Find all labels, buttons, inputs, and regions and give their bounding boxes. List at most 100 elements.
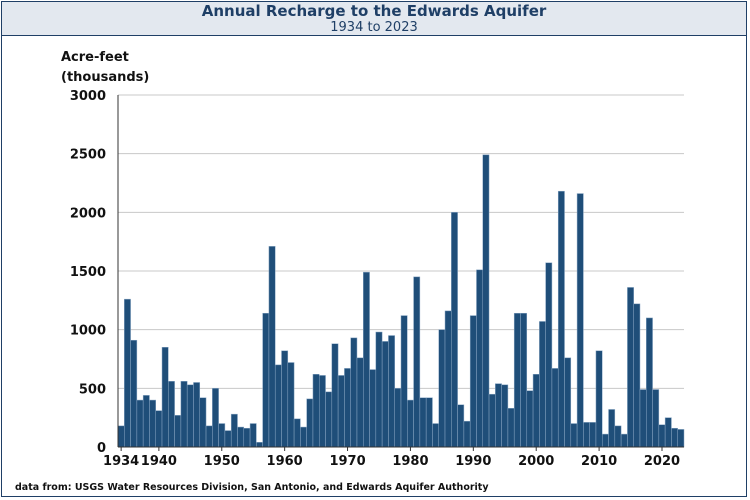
bar bbox=[312, 374, 320, 448]
x-tick-label: 2020 bbox=[644, 454, 680, 469]
x-tick-label: 1980 bbox=[392, 454, 428, 469]
bar bbox=[369, 369, 377, 448]
bar bbox=[325, 391, 333, 448]
y-tick-label: 1000 bbox=[70, 324, 106, 339]
y-axis-label-line1: Acre-feet bbox=[61, 50, 129, 65]
bar bbox=[161, 347, 169, 448]
bar bbox=[551, 368, 559, 448]
bar bbox=[633, 303, 641, 448]
bar bbox=[381, 341, 389, 448]
bar bbox=[457, 404, 465, 448]
y-axis-label: Acre-feet (thousands) bbox=[61, 48, 149, 88]
y-tick-label: 0 bbox=[97, 441, 106, 456]
bar bbox=[564, 357, 572, 448]
bar bbox=[149, 399, 156, 448]
bar bbox=[438, 329, 446, 448]
bar bbox=[205, 425, 213, 448]
bar bbox=[230, 413, 238, 448]
bar bbox=[658, 424, 666, 448]
bar bbox=[664, 417, 672, 448]
bar bbox=[432, 423, 439, 448]
bar bbox=[318, 375, 326, 448]
bar bbox=[268, 246, 276, 448]
bar bbox=[249, 423, 257, 448]
x-tick-label: 1940 bbox=[141, 454, 177, 469]
bar bbox=[388, 335, 395, 448]
bar bbox=[218, 423, 226, 448]
chart-subtitle: 1934 to 2023 bbox=[330, 20, 418, 35]
bar bbox=[262, 312, 270, 448]
bar bbox=[425, 397, 433, 448]
x-tick-label: 1970 bbox=[329, 454, 365, 469]
bar bbox=[337, 375, 345, 448]
bar bbox=[652, 389, 660, 448]
y-tick-label: 500 bbox=[79, 382, 106, 397]
bar bbox=[671, 427, 678, 448]
bar bbox=[274, 364, 282, 448]
bar bbox=[281, 350, 289, 448]
x-tick-label: 1950 bbox=[204, 454, 240, 469]
bar bbox=[124, 298, 131, 448]
x-tick-label: 1934 bbox=[103, 454, 139, 469]
bar bbox=[237, 426, 245, 448]
bar bbox=[130, 339, 138, 448]
bar bbox=[180, 381, 188, 448]
bar bbox=[186, 384, 194, 448]
bar bbox=[394, 388, 402, 448]
bar bbox=[363, 271, 370, 448]
bar bbox=[576, 193, 584, 448]
bar bbox=[193, 382, 201, 448]
bar bbox=[375, 331, 383, 448]
bar bbox=[526, 390, 534, 448]
x-tick-label: 2010 bbox=[581, 454, 617, 469]
bar bbox=[199, 397, 207, 448]
bar bbox=[331, 343, 339, 448]
data-source-note: data from: USGS Water Resources Division… bbox=[15, 482, 489, 493]
bar bbox=[451, 212, 458, 448]
bar bbox=[589, 422, 597, 448]
y-axis-label-line2: (thousands) bbox=[61, 70, 150, 85]
bar bbox=[570, 423, 578, 448]
bar bbox=[488, 393, 496, 448]
bar bbox=[155, 410, 163, 448]
bar bbox=[287, 362, 295, 448]
bar bbox=[495, 383, 502, 448]
bar bbox=[608, 409, 616, 448]
bar bbox=[356, 357, 364, 448]
bar bbox=[520, 312, 528, 448]
bar bbox=[595, 350, 603, 448]
x-tick-label: 1990 bbox=[455, 454, 491, 469]
bar bbox=[476, 269, 484, 448]
bar bbox=[513, 312, 521, 448]
bar bbox=[344, 368, 351, 448]
bar bbox=[224, 430, 232, 448]
bar bbox=[532, 374, 540, 448]
bar bbox=[306, 398, 314, 448]
bar bbox=[136, 399, 144, 448]
bar bbox=[256, 442, 263, 448]
bar bbox=[243, 427, 251, 448]
x-tick-label: 1960 bbox=[267, 454, 303, 469]
bar bbox=[212, 388, 219, 448]
bar bbox=[407, 399, 414, 448]
bar bbox=[583, 422, 590, 448]
bar bbox=[501, 384, 509, 448]
bar bbox=[620, 433, 628, 448]
bar bbox=[545, 262, 553, 448]
bar bbox=[601, 433, 609, 448]
y-tick-label: 2000 bbox=[70, 206, 106, 221]
bar bbox=[627, 287, 634, 448]
bar bbox=[413, 276, 421, 448]
bar bbox=[174, 415, 182, 448]
bar bbox=[646, 317, 653, 448]
y-tick-label: 2500 bbox=[70, 148, 106, 163]
bar bbox=[482, 154, 490, 448]
bar bbox=[419, 397, 427, 448]
bar bbox=[300, 426, 307, 448]
bar bbox=[400, 315, 408, 448]
bar bbox=[117, 425, 125, 448]
bar bbox=[469, 315, 477, 448]
bar bbox=[444, 310, 452, 448]
bar bbox=[350, 337, 358, 448]
